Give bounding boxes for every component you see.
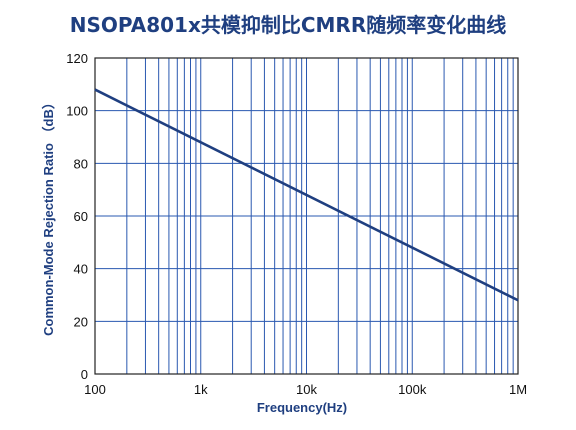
x-tick-label: 100 <box>84 382 106 397</box>
x-tick-label: 10k <box>296 382 317 397</box>
grid <box>94 57 518 375</box>
y-tick-label: 80 <box>74 156 88 171</box>
y-tick-label: 120 <box>66 51 88 66</box>
chart-title: NSOPA801x共模抑制比CMRR随频率变化曲线 <box>70 13 506 37</box>
series-line-cmrr <box>94 88 519 302</box>
x-tick-label: 1M <box>509 382 527 397</box>
x-tick-label: 100k <box>398 382 427 397</box>
x-axis-label: Frequency(Hz) <box>257 400 347 415</box>
plot-frame <box>94 57 519 375</box>
y-tick-label: 60 <box>74 209 88 224</box>
y-tick-label: 0 <box>81 367 88 382</box>
x-tick-label: 1k <box>194 382 208 397</box>
y-axis-label: Common-Mode Rejection Ratio （dB） <box>41 96 56 336</box>
y-tick-label: 100 <box>66 104 88 119</box>
tick-labels: 0 20 40 60 80 100 120 100 1k 10k 100k 1M <box>66 51 527 397</box>
y-tick-label: 40 <box>74 262 88 277</box>
y-tick-label: 20 <box>74 314 88 329</box>
